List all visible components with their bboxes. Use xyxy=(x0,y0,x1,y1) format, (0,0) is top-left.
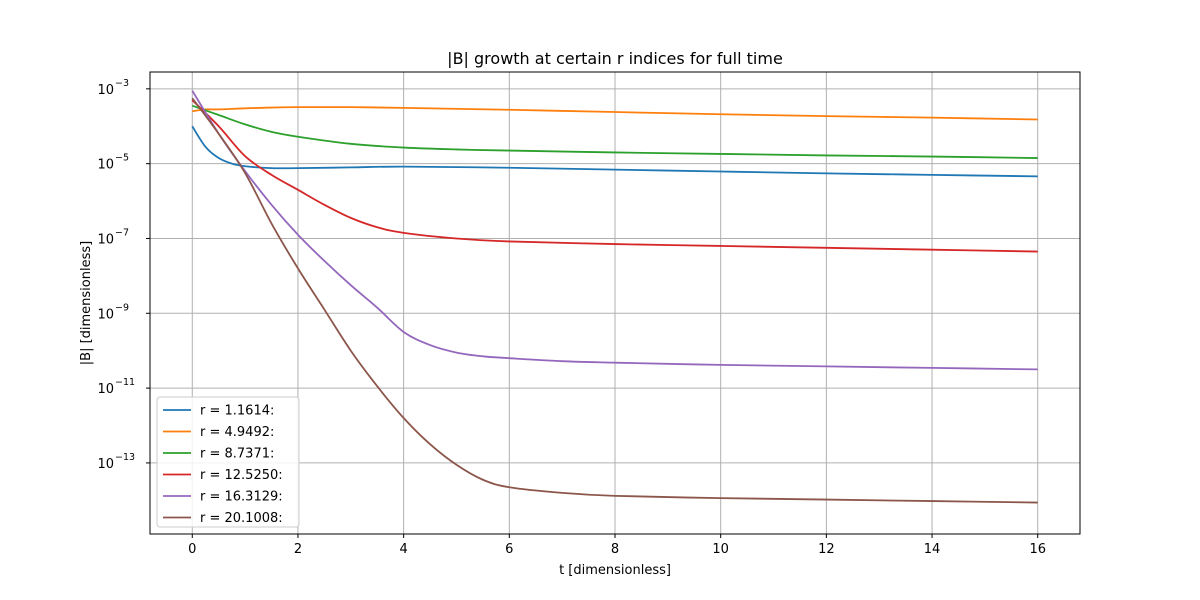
y-tick-exponent: −7 xyxy=(115,227,129,238)
y-tick-exponent: −3 xyxy=(115,78,129,89)
legend-entry: r = 4.9492: xyxy=(200,425,274,440)
legend-entry: r = 8.7371: xyxy=(200,447,274,462)
y-tick-label: 10 −7 xyxy=(97,227,129,247)
x-tick-label: 4 xyxy=(399,542,407,557)
x-axis-label: t [dimensionless] xyxy=(559,563,671,578)
y-tick-exponent: −5 xyxy=(115,153,129,164)
x-axis: 0 2 4 6 8 10 12 14 16 xyxy=(188,534,1046,557)
legend-entry: r = 1.1614: xyxy=(200,404,274,419)
y-tick-base: 10 xyxy=(97,83,114,98)
y-tick-label: 10 −11 xyxy=(97,377,135,397)
y-tick-label: 10 −13 xyxy=(97,452,135,472)
y-axis-label: |B| [dimensionless] xyxy=(79,241,94,365)
x-tick-label: 16 xyxy=(1029,542,1046,557)
y-tick-label: 10 −9 xyxy=(97,302,129,322)
series-line-6 xyxy=(191,97,1038,504)
series-line-4 xyxy=(191,99,1038,253)
grid xyxy=(150,72,1080,534)
series-group xyxy=(191,90,1038,504)
y-tick-label: 10 −3 xyxy=(97,78,129,98)
y-tick-base: 10 xyxy=(97,457,114,472)
x-tick-label: 0 xyxy=(188,542,196,557)
y-tick-exponent: −13 xyxy=(115,452,135,463)
y-tick-exponent: −9 xyxy=(115,302,129,313)
legend: r = 1.1614: r = 4.9492: r = 8.7371: r = 12.… xyxy=(156,396,300,528)
x-tick-label: 6 xyxy=(505,542,513,557)
series-line-5 xyxy=(191,90,1038,371)
y-tick-exponent: −11 xyxy=(115,377,135,388)
x-tick-label: 2 xyxy=(294,542,302,557)
legend-box xyxy=(156,396,300,528)
legend-entry: r = 12.5250: xyxy=(200,468,283,483)
series-line-2 xyxy=(192,106,1038,121)
chart-title: |B| growth at certain r indices for full… xyxy=(447,49,783,68)
legend-entry: r = 16.3129: xyxy=(200,490,283,505)
y-tick-base: 10 xyxy=(97,307,114,322)
x-tick-label: 12 xyxy=(818,542,835,557)
x-tick-label: 8 xyxy=(611,542,619,557)
y-tick-base: 10 xyxy=(97,158,114,173)
y-tick-base: 10 xyxy=(97,232,114,247)
y-tick-label: 10 −5 xyxy=(97,153,129,173)
x-tick-label: 14 xyxy=(924,542,941,557)
series-line-1 xyxy=(191,125,1038,178)
series-line-3 xyxy=(191,104,1038,159)
y-tick-base: 10 xyxy=(97,382,114,397)
x-tick-label: 10 xyxy=(712,542,729,557)
legend-entry: r = 20.1008: xyxy=(200,511,283,526)
